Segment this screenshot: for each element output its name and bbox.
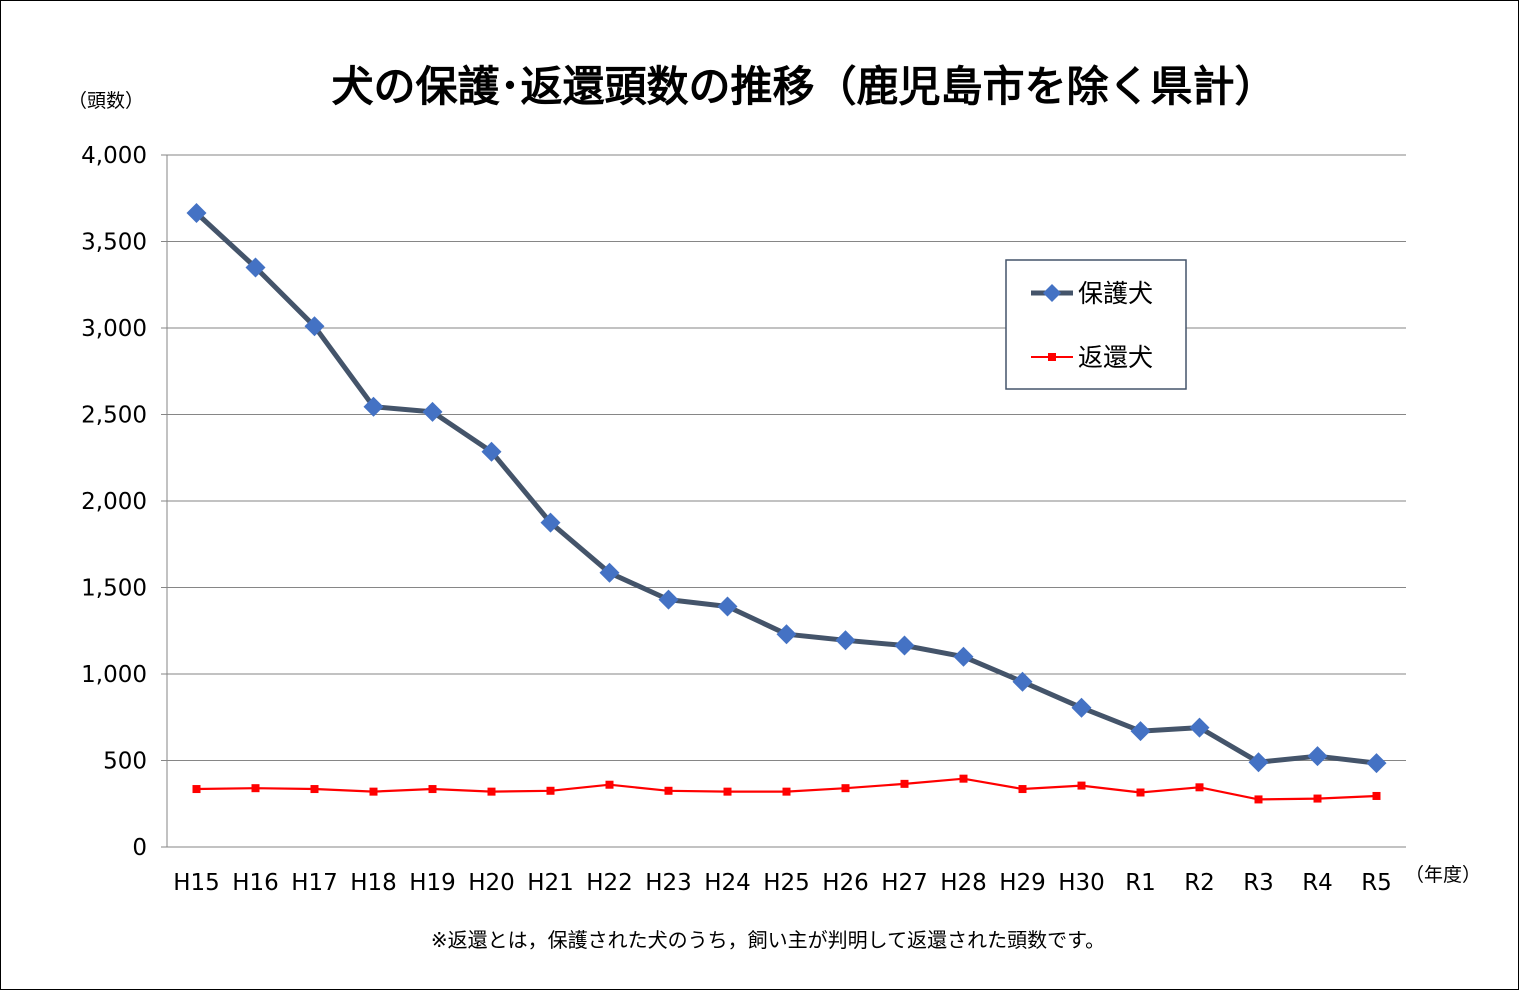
data-point-protected (481, 441, 502, 462)
x-tick-label: H22 (586, 870, 633, 896)
data-point-returned (605, 780, 614, 789)
data-point-returned (1254, 795, 1263, 804)
x-tick-label: H28 (940, 870, 987, 896)
data-point-protected (717, 596, 738, 617)
data-point-returned (1018, 785, 1027, 794)
legend: 保護犬 返還犬 (1005, 259, 1187, 390)
legend-marker-protected-diamond (1043, 284, 1061, 302)
data-point-protected (1189, 717, 1210, 738)
data-point-returned (310, 785, 319, 794)
y-tick-label: 4,000 (81, 143, 147, 169)
data-point-protected (776, 624, 797, 645)
y-tick-label: 0 (132, 835, 147, 861)
data-point-returned (1136, 788, 1145, 797)
data-point-returned (428, 785, 437, 794)
x-tick-label: H23 (645, 870, 692, 896)
data-point-protected (1366, 753, 1387, 774)
data-point-protected (658, 589, 679, 610)
data-point-returned (959, 774, 968, 783)
y-tick-label: 2,500 (81, 403, 147, 429)
data-point-protected (599, 562, 620, 583)
data-point-protected (835, 630, 856, 651)
y-tick-label: 3,000 (81, 316, 147, 342)
y-axis-unit-label: （頭数） (68, 90, 144, 112)
x-tick-label: H21 (527, 870, 574, 896)
data-point-protected (540, 512, 561, 533)
legend-label-protected: 保護犬 (1078, 279, 1153, 308)
x-tick-label: H18 (350, 870, 397, 896)
data-point-returned (1195, 783, 1204, 792)
x-tick-label: H19 (409, 870, 456, 896)
series-protected (186, 202, 1387, 774)
legend-marker-returned-square (1048, 353, 1056, 361)
y-tick-label: 500 (103, 749, 147, 775)
data-point-returned (1372, 791, 1381, 800)
data-point-protected (1248, 752, 1269, 773)
data-point-protected (953, 646, 974, 667)
series-returned (192, 774, 1381, 804)
data-point-returned (841, 784, 850, 793)
data-point-protected (186, 202, 207, 223)
x-axis-unit-label: （年度） (1405, 864, 1481, 886)
data-point-protected (304, 316, 325, 337)
legend-box (1005, 259, 1187, 390)
gridlines (167, 154, 1406, 761)
chart-footnote: ※返還とは，保護された犬のうち，飼い主が判明して返還された頭数です。 (431, 928, 1105, 952)
data-point-protected (422, 401, 443, 422)
y-axis-ticks: 0 500 1,000 1,500 2,000 2,500 3,000 3,500 4,000 (81, 143, 147, 861)
x-tick-label: H27 (881, 870, 928, 896)
legend-label-returned: 返還犬 (1078, 343, 1153, 372)
x-tick-label: H30 (1058, 870, 1105, 896)
x-tick-label: H25 (763, 870, 810, 896)
y-tick-label: 1,000 (81, 662, 147, 688)
data-point-protected (1130, 721, 1151, 742)
data-point-returned (546, 786, 555, 795)
data-point-returned (1077, 781, 1086, 790)
y-tick-label: 1,500 (81, 576, 147, 602)
data-point-returned (1313, 794, 1322, 803)
x-tick-label: H16 (232, 870, 279, 896)
y-tick-label: 3,500 (81, 230, 147, 256)
data-point-returned (487, 787, 496, 796)
x-tick-label: R3 (1243, 870, 1274, 896)
data-point-protected (1012, 671, 1033, 692)
data-point-returned (192, 785, 201, 794)
x-tick-label: R1 (1125, 870, 1156, 896)
x-tick-label: R2 (1184, 870, 1215, 896)
axes (161, 154, 1406, 848)
data-point-protected (1071, 697, 1092, 718)
chart-title: 犬の保護･返還頭数の推移（鹿児島市を除く県計） (331, 62, 1276, 111)
data-point-protected (1307, 746, 1328, 767)
x-tick-label: H29 (999, 870, 1046, 896)
data-series (186, 202, 1387, 804)
data-point-returned (900, 779, 909, 788)
data-point-returned (664, 786, 673, 795)
x-tick-label: H26 (822, 870, 869, 896)
x-tick-label: H15 (173, 870, 220, 896)
x-tick-label: H24 (704, 870, 751, 896)
series-line-protected (194, 211, 1377, 766)
data-point-protected (245, 257, 266, 278)
x-tick-label: R5 (1361, 870, 1392, 896)
x-tick-label: H17 (291, 870, 338, 896)
x-tick-label: R4 (1302, 870, 1333, 896)
x-axis-ticks: H15 H16 H17 H18 H19 H20 H21 H22 H23 H24 H25 H26 H27 H… (173, 870, 1392, 896)
data-point-returned (251, 784, 260, 793)
data-point-returned (782, 787, 791, 796)
data-point-protected (894, 635, 915, 656)
x-tick-label: H20 (468, 870, 515, 896)
data-point-returned (723, 787, 732, 796)
data-point-protected (363, 396, 384, 417)
data-point-returned (369, 787, 378, 796)
y-tick-label: 2,000 (81, 489, 147, 515)
